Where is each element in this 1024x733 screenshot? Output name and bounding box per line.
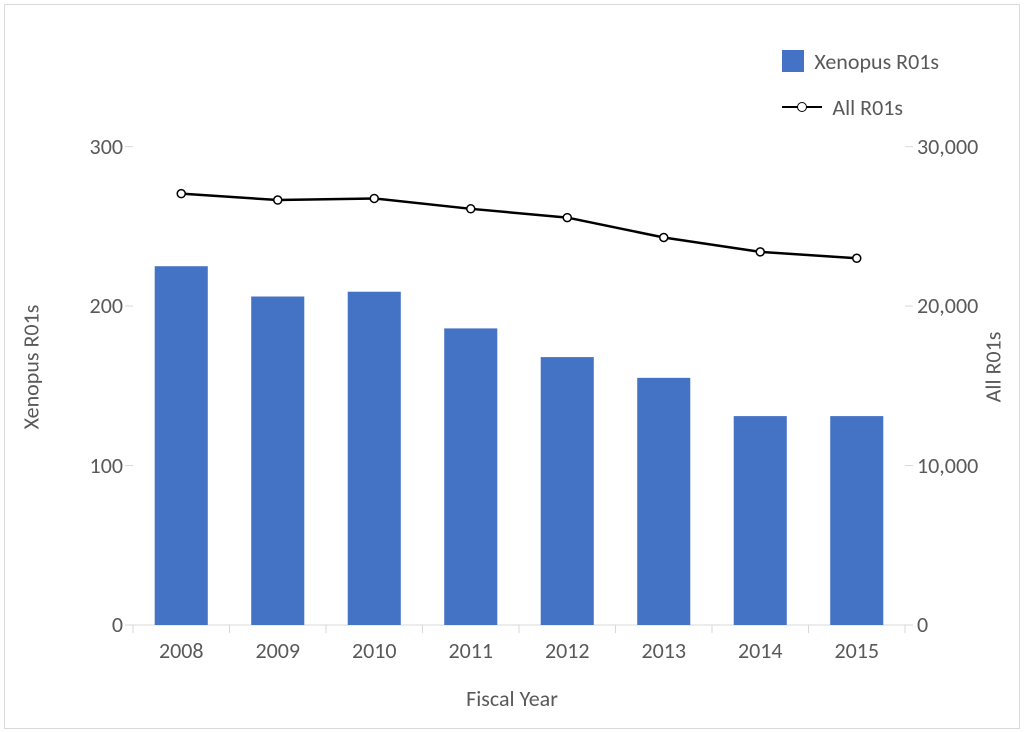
y-right-tick: 30,000 [917,133,1007,160]
x-tick: 2010 [334,637,414,664]
x-tick: 2011 [431,637,511,664]
y-left-tick: 200 [63,292,123,319]
y-left-tick: 0 [63,611,123,638]
line-marker [177,190,185,198]
y-right-tick: 10,000 [917,452,1007,479]
y-left-tick: 100 [63,452,123,479]
x-tick: 2013 [624,637,704,664]
bar [541,357,594,625]
x-tick: 2012 [527,637,607,664]
bar [637,378,690,625]
line-marker [467,205,475,213]
y-left-tick: 300 [63,133,123,160]
chart-frame: Xenopus R01s All R01s Fiscal Year Xenopu… [4,4,1020,729]
x-tick: 2015 [817,637,897,664]
y-right-tick: 0 [917,611,1007,638]
bar [830,416,883,625]
bar [734,416,787,625]
plot-area [5,5,1021,730]
x-tick: 2009 [238,637,318,664]
x-tick: 2014 [720,637,800,664]
y-right-tick: 20,000 [917,292,1007,319]
bar [444,328,497,625]
line-marker [274,196,282,204]
bar [251,297,304,625]
x-tick: 2008 [141,637,221,664]
line-marker [756,248,764,256]
bar [155,266,208,625]
line-marker [853,254,861,262]
line-marker [660,234,668,242]
bar [348,292,401,625]
line-marker [563,214,571,222]
line-series [181,194,857,259]
line-marker [370,194,378,202]
